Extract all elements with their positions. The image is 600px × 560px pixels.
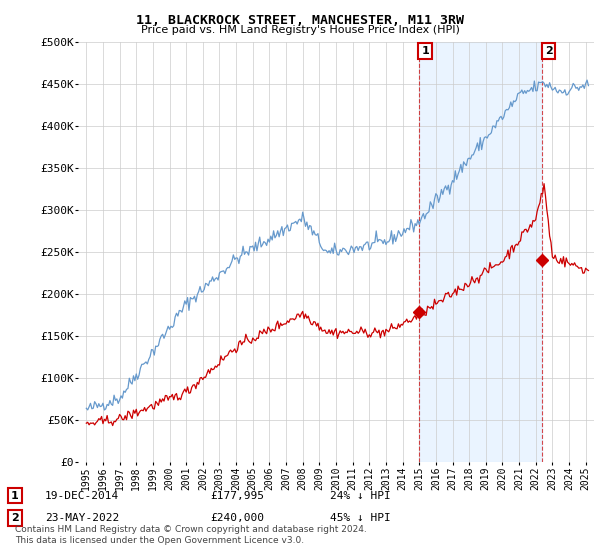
Bar [419,42,542,462]
Text: 11, BLACKROCK STREET, MANCHESTER, M11 3RW: 11, BLACKROCK STREET, MANCHESTER, M11 3R… [136,14,464,27]
Text: 1: 1 [421,46,429,56]
Text: 19-DEC-2014: 19-DEC-2014 [45,491,119,501]
Text: Contains HM Land Registry data © Crown copyright and database right 2024.
This d: Contains HM Land Registry data © Crown c… [15,525,367,545]
Text: 2: 2 [545,46,553,56]
Text: 45% ↓ HPI: 45% ↓ HPI [330,513,391,523]
Text: 2: 2 [11,513,19,523]
Text: 24% ↓ HPI: 24% ↓ HPI [330,491,391,501]
Text: £240,000: £240,000 [210,513,264,523]
Text: £177,995: £177,995 [210,491,264,501]
Text: Price paid vs. HM Land Registry's House Price Index (HPI): Price paid vs. HM Land Registry's House … [140,25,460,35]
Text: 1: 1 [11,491,19,501]
Text: 23-MAY-2022: 23-MAY-2022 [45,513,119,523]
